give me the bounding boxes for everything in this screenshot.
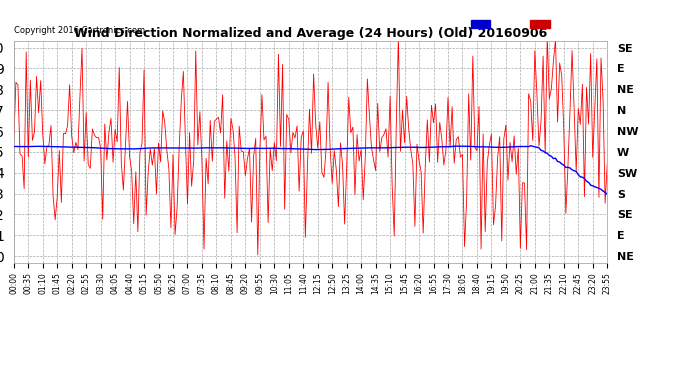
Text: Copyright 2016 Cartronics.com: Copyright 2016 Cartronics.com: [14, 26, 145, 34]
Legend: Median, Direction: Median, Direction: [469, 17, 602, 31]
Title: Wind Direction Normalized and Average (24 Hours) (Old) 20160906: Wind Direction Normalized and Average (2…: [74, 27, 547, 40]
